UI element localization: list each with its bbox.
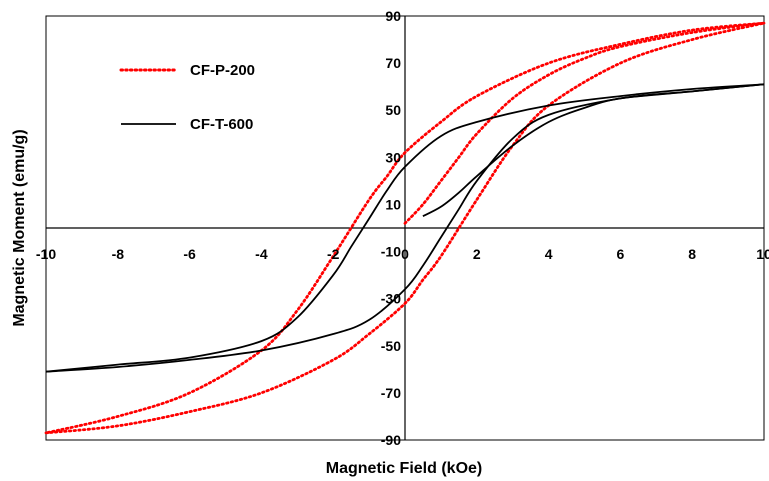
y-tick-label: 70	[385, 55, 401, 71]
series-1-initial-curve	[403, 21, 766, 225]
y-tick-label: -90	[381, 432, 401, 448]
y-tick-label: 50	[385, 102, 401, 118]
y-tick-labels: -90 -70 -50 -30 -10 10 30 50 70 90	[381, 8, 401, 448]
axes	[46, 16, 764, 440]
y-tick-label: 30	[385, 149, 401, 165]
x-tick-label: 4	[545, 246, 553, 262]
legend-label-cf-t-600: CF-T-600	[190, 116, 253, 133]
x-tick-label: -10	[36, 246, 56, 262]
x-tick-label: -6	[183, 246, 196, 262]
series-1-descending-branch	[44, 21, 766, 435]
y-tick-label: 10	[385, 196, 401, 212]
y-tick-label: 90	[385, 8, 401, 24]
x-tick-label: 2	[473, 246, 481, 262]
y-axis-title: Magnetic Moment (emu/g)	[11, 129, 28, 326]
x-tick-label: 10	[756, 246, 769, 262]
series-1-ascending-branch	[44, 21, 766, 435]
legend: CF-P-200 CF-T-600	[119, 62, 255, 133]
series-2-ascending-branch	[45, 83, 765, 373]
x-tick-label: 6	[617, 246, 625, 262]
curves	[44, 21, 766, 435]
x-tick-labels: -10 -8 -6 -4 -2 0 2 4 6 8 10	[36, 246, 769, 262]
y-tick-label: -10	[381, 244, 401, 260]
x-tick-label: 8	[688, 246, 696, 262]
x-tick-label: -4	[255, 246, 268, 262]
y-tick-label: -70	[381, 385, 401, 401]
y-tick-label: -50	[381, 338, 401, 354]
x-tick-label: -2	[327, 246, 340, 262]
x-tick-label: -8	[112, 246, 125, 262]
y-tick-label: -30	[381, 291, 401, 307]
legend-label-cf-p-200: CF-P-200	[190, 62, 255, 79]
x-axis-title: Magnetic Field (kOe)	[326, 460, 482, 477]
x-tick-label: 0	[401, 246, 409, 262]
series-2-descending-branch	[45, 83, 765, 373]
